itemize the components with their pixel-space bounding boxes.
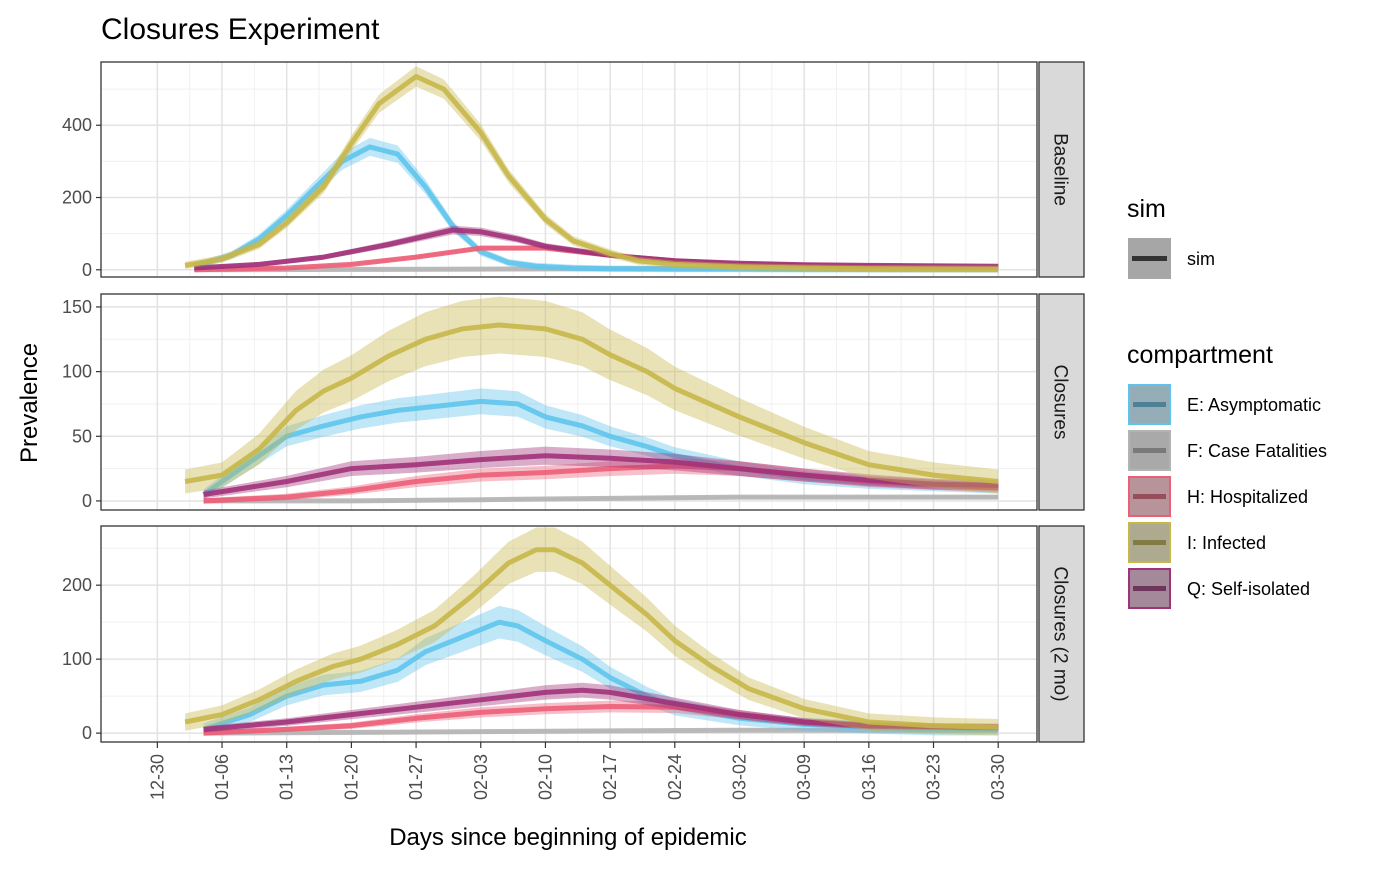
y-tick-label: 200 (62, 575, 92, 595)
y-tick-label: 400 (62, 115, 92, 135)
legend-label-sim: sim (1187, 249, 1215, 269)
x-tick-label: 12-30 (147, 754, 167, 800)
legend: sim sim compartment E: Asymptomatic F: Case … (1127, 195, 1327, 608)
legend-title-compartment: compartment (1127, 341, 1273, 369)
strip-label: Baseline (1050, 133, 1071, 206)
legend-label-I: I: Infected (1187, 533, 1266, 553)
x-tick-label: 01-06 (212, 754, 232, 800)
x-tick-label: 03-23 (924, 754, 944, 800)
x-tick-label: 01-27 (406, 754, 426, 800)
legend-label-E: E: Asymptomatic (1187, 395, 1321, 415)
x-tick-label: 02-17 (600, 754, 620, 800)
x-tick-label: 02-03 (471, 754, 491, 800)
x-tick-label: 01-13 (277, 754, 297, 800)
strip-label: Closures (2 mo) (1050, 566, 1071, 701)
chart-title: Closures Experiment (101, 13, 380, 46)
legend-title-sim: sim (1127, 195, 1166, 223)
x-tick-label: 03-30 (988, 754, 1008, 800)
panel-3: 0 100 200 Closures (2 mo) (62, 526, 1084, 743)
y-tick-label: 100 (62, 649, 92, 669)
x-tick-label: 03-09 (794, 754, 814, 800)
y-tick-label: 150 (62, 297, 92, 317)
x-tick-label: 01-20 (341, 754, 361, 800)
legend-label-H: H: Hospitalized (1187, 487, 1308, 507)
panels-layer: 0 200 400 Baseline 0 50 100 150 Closures 0 100 200 C… (62, 62, 1084, 743)
y-tick-label: 200 (62, 188, 92, 208)
panel-background (101, 62, 1037, 277)
panel-2: 0 50 100 150 Closures (62, 294, 1084, 511)
y-tick-label: 50 (72, 426, 92, 446)
y-tick-label: 100 (62, 362, 92, 382)
panel-1: 0 200 400 Baseline (62, 62, 1084, 280)
x-axis: 12-30 01-06 01-13 01-20 01-27 02-03 02-10 02-17… (147, 742, 1008, 800)
y-axis-title: Prevalence (16, 343, 43, 463)
legend-label-F: F: Case Fatalities (1187, 441, 1327, 461)
x-tick-label: 02-24 (665, 754, 685, 800)
y-tick-label: 0 (82, 491, 92, 511)
legend-label-Q: Q: Self-isolated (1187, 579, 1310, 599)
y-tick-label: 0 (82, 723, 92, 743)
strip-label: Closures (1050, 365, 1071, 440)
y-tick-label: 0 (82, 260, 92, 280)
x-tick-label: 03-16 (859, 754, 879, 800)
x-tick-label: 03-02 (729, 754, 749, 800)
x-tick-label: 02-10 (535, 754, 555, 800)
x-axis-title: Days since beginning of epidemic (389, 824, 747, 851)
